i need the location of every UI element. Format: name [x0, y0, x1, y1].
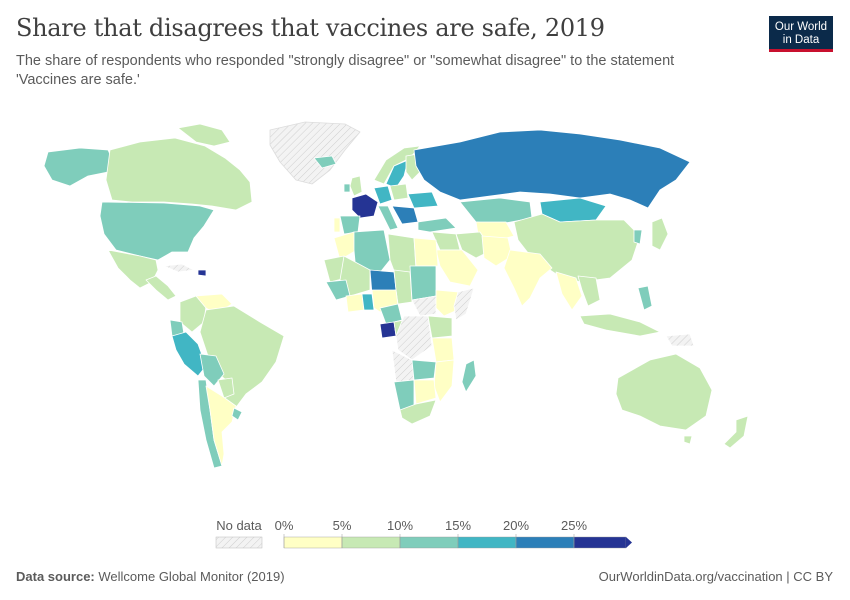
legend-arrow: [626, 537, 632, 548]
country-botswana-zimbabwe[interactable]: [413, 379, 437, 405]
country-india[interactable]: [503, 249, 553, 307]
legend-tick-0: 0%: [275, 518, 294, 533]
legend-tick-2: 10%: [387, 518, 413, 533]
country-ireland[interactable]: [343, 183, 351, 193]
license-link[interactable]: CC BY: [793, 569, 833, 584]
country-gabon[interactable]: [379, 321, 397, 339]
legend-bin-4[interactable]: [515, 536, 575, 549]
color-legend: No data 0% 5% 10% 15% 20% 25%: [215, 518, 632, 549]
country-haiti[interactable]: [197, 269, 207, 277]
country-spain[interactable]: [339, 215, 361, 235]
country-balkans[interactable]: [391, 205, 419, 225]
country-usa-alaska[interactable]: [43, 147, 116, 187]
country-brazil[interactable]: [199, 305, 285, 411]
country-tasmania[interactable]: [683, 435, 693, 445]
legend-bin-5[interactable]: [573, 536, 627, 549]
country-south-africa[interactable]: [399, 399, 437, 425]
country-greenland[interactable]: [269, 121, 361, 185]
country-usa[interactable]: [99, 201, 215, 261]
country-germany[interactable]: [373, 185, 393, 205]
country-vietnam-laos[interactable]: [577, 275, 601, 307]
legend-tick-3: 15%: [445, 518, 471, 533]
owid-logo[interactable]: Our World in Data: [769, 16, 833, 52]
country-mozambique[interactable]: [433, 359, 455, 403]
legend-no-data-label: No data: [216, 518, 262, 533]
country-philippines[interactable]: [637, 285, 653, 311]
country-poland[interactable]: [389, 183, 409, 201]
country-iceland[interactable]: [313, 155, 337, 169]
page-title: Share that disagrees that vaccines are s…: [16, 14, 605, 42]
country-uruguay[interactable]: [231, 407, 243, 421]
country-indonesia[interactable]: [579, 313, 661, 337]
country-australia[interactable]: [615, 353, 713, 431]
legend-tick-5: 25%: [561, 518, 587, 533]
country-papua-new-guinea[interactable]: [665, 333, 695, 347]
country-egypt[interactable]: [413, 237, 439, 267]
country-france[interactable]: [351, 193, 379, 219]
legend-bin-2[interactable]: [399, 536, 459, 549]
logo-line-1: Our World: [774, 21, 828, 33]
country-afghanistan-pakistan[interactable]: [481, 235, 513, 267]
country-madagascar[interactable]: [461, 359, 477, 393]
country-ghana[interactable]: [361, 293, 375, 311]
country-chad[interactable]: [393, 269, 413, 305]
page-subtitle: The share of respondents who responded "…: [16, 53, 675, 88]
world-map[interactable]: [0, 110, 850, 510]
country-somalia[interactable]: [453, 287, 475, 321]
country-argentina[interactable]: [205, 385, 237, 467]
legend-bin-0[interactable]: [283, 536, 343, 549]
country-canada-islands[interactable]: [177, 123, 231, 147]
country-south-sudan[interactable]: [411, 295, 437, 317]
country-peru[interactable]: [171, 331, 207, 377]
country-new-zealand[interactable]: [723, 415, 749, 449]
country-russia[interactable]: [413, 129, 691, 209]
country-drc[interactable]: [395, 315, 433, 361]
country-tanzania[interactable]: [431, 337, 455, 363]
country-portugal[interactable]: [333, 217, 341, 233]
country-saudi-arabia[interactable]: [435, 249, 479, 287]
country-italy[interactable]: [377, 205, 399, 231]
country-myanmar-thailand[interactable]: [555, 271, 583, 311]
logo-line-2: in Data: [782, 34, 820, 46]
country-uganda-kenya[interactable]: [427, 315, 453, 339]
country-cote-divoire[interactable]: [345, 293, 365, 313]
legend-no-data-swatch[interactable]: [215, 536, 263, 549]
country-zambia[interactable]: [411, 359, 437, 381]
legend-tick-1: 5%: [333, 518, 352, 533]
country-paraguay[interactable]: [217, 377, 235, 399]
legend-bin-1[interactable]: [341, 536, 401, 549]
country-turkey[interactable]: [417, 217, 457, 233]
country-korea[interactable]: [633, 229, 643, 245]
legend-tick-4: 20%: [503, 518, 529, 533]
country-japan[interactable]: [651, 217, 669, 251]
source-text: Wellcome Global Monitor (2019): [98, 569, 285, 584]
country-uk[interactable]: [349, 175, 363, 197]
footer-source: Data source: Wellcome Global Monitor (20…: [16, 569, 285, 584]
country-sudan[interactable]: [409, 265, 437, 301]
footer-attribution: OurWorldinData.org/vaccination | CC BY: [598, 569, 833, 584]
country-central-america[interactable]: [145, 275, 177, 301]
source-label: Data source:: [16, 569, 95, 584]
country-cuba[interactable]: [163, 263, 195, 273]
source-link[interactable]: OurWorldinData.org/vaccination: [598, 569, 783, 584]
country-ukraine[interactable]: [407, 191, 439, 209]
country-canada[interactable]: [105, 137, 253, 211]
legend-bin-3[interactable]: [457, 536, 517, 549]
